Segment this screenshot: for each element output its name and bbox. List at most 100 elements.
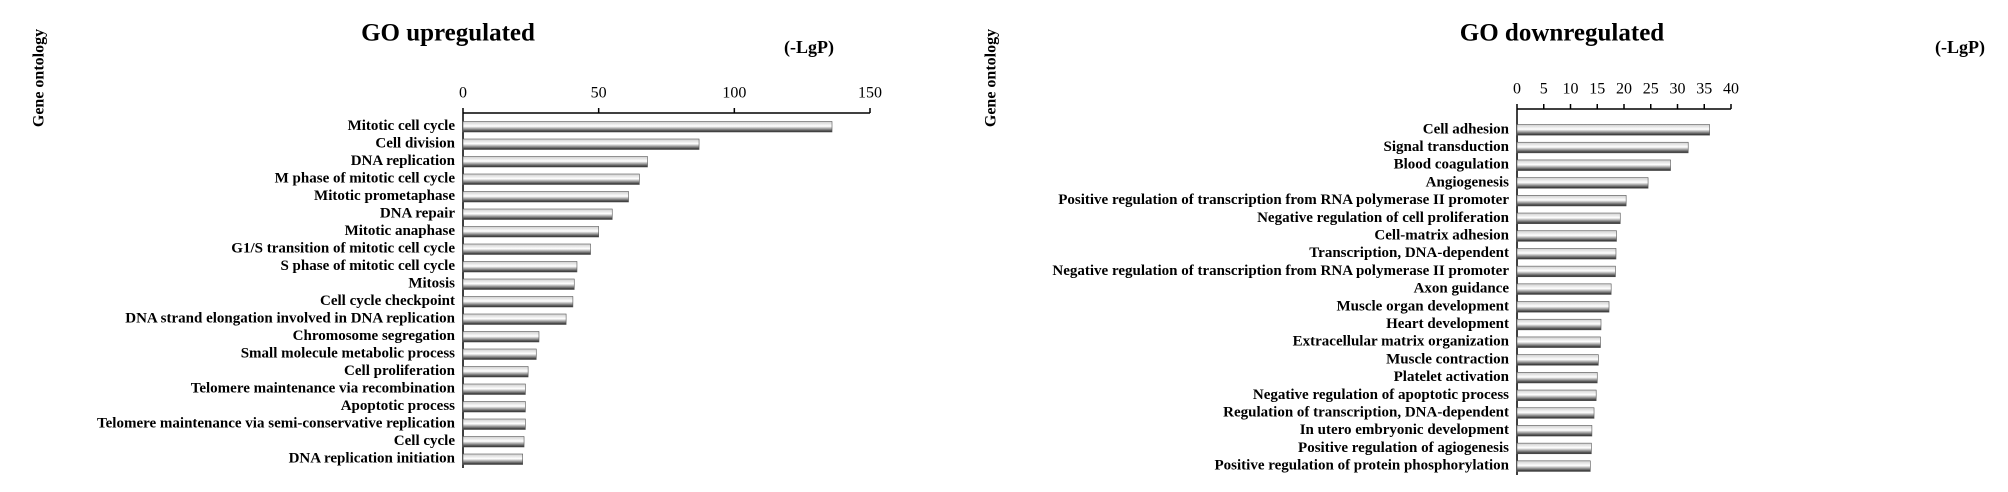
category-label: Cell adhesion: [1423, 121, 1510, 137]
bar: [462, 296, 574, 308]
category-label: Mitosis: [408, 276, 455, 292]
category-label: Platelet activation: [1394, 369, 1510, 385]
bar: [1516, 212, 1621, 224]
x-tick-label: 0: [1513, 81, 1521, 98]
x-tick-label: 0: [459, 85, 467, 102]
bar: [1516, 124, 1710, 136]
bar: [462, 243, 591, 255]
category-label: Positive regulation of agiogenesis: [1298, 440, 1509, 456]
y-axis-label: Gene ontology: [983, 29, 1000, 127]
x-tick-label: 10: [1563, 81, 1579, 98]
bar: [1516, 460, 1591, 472]
x-tick-label: 5: [1540, 81, 1548, 98]
bar: [1516, 442, 1592, 455]
category-label: G1/S transition of mitotic cell cycle: [231, 241, 455, 257]
bar: [1516, 195, 1627, 207]
category-label: Negative regulation of cell proliferatio…: [1257, 210, 1510, 226]
bar: [462, 383, 526, 395]
bar: [462, 436, 525, 448]
category-label: Apoptotic process: [341, 398, 455, 414]
bar: [1516, 372, 1598, 384]
bar: [462, 208, 613, 220]
bar: [462, 121, 833, 133]
bar: [1516, 425, 1593, 437]
category-label: M phase of mitotic cell cycle: [275, 171, 456, 187]
bar: [1516, 354, 1599, 366]
category-label: Positive regulation of protein phosphory…: [1215, 458, 1510, 474]
category-label: Mitotic prometaphase: [314, 188, 455, 204]
category-label: Mitotic anaphase: [345, 223, 456, 239]
bar: [462, 261, 578, 273]
category-label: Small molecule metabolic process: [241, 346, 455, 362]
bar: [462, 331, 540, 343]
category-label: Heart development: [1386, 316, 1509, 332]
bar: [462, 156, 648, 168]
chart-title: GO downregulated: [1460, 20, 1665, 47]
category-label: Regulation of transcription, DNA-depende…: [1223, 404, 1509, 420]
bar: [1516, 389, 1597, 401]
x-tick-label: 35: [1696, 81, 1712, 98]
bar: [1516, 265, 1616, 278]
category-label: In utero embryonic development: [1300, 422, 1509, 438]
category-label: Cell proliferation: [344, 363, 456, 379]
category-label: DNA repair: [380, 206, 455, 222]
bar: [1516, 159, 1671, 171]
category-label: Chromosome segregation: [293, 328, 456, 344]
x-tick-label: 150: [858, 85, 882, 102]
category-label: DNA replication: [351, 153, 456, 169]
category-label: S phase of mitotic cell cycle: [280, 258, 455, 274]
category-label: DNA strand elongation involved in DNA re…: [125, 311, 455, 327]
axis-unit: (-LgP): [1935, 37, 1985, 58]
category-label: Negative regulation of transcription fro…: [1052, 263, 1509, 279]
bar: [462, 191, 629, 203]
bar: [462, 278, 575, 290]
bar: [1516, 141, 1689, 154]
category-label: DNA replication initiation: [289, 451, 456, 467]
bar: [1516, 318, 1602, 331]
bar: [1516, 248, 1617, 260]
bar: [1516, 283, 1612, 295]
category-label: Angiogenesis: [1426, 174, 1510, 190]
x-tick-label: 15: [1589, 81, 1605, 98]
category-label: Cell-matrix adhesion: [1374, 227, 1509, 243]
bar: [1516, 177, 1649, 189]
bar: [462, 173, 640, 185]
x-tick-label: 30: [1670, 81, 1686, 98]
bar: [1516, 336, 1601, 348]
category-label: Transcription, DNA-dependent: [1309, 245, 1509, 261]
category-label: Blood coagulation: [1394, 157, 1510, 173]
category-label: Signal transduction: [1384, 139, 1510, 155]
bar: [462, 226, 599, 238]
category-label: Negative regulation of apoptotic process: [1253, 387, 1509, 403]
category-label: Telomere maintenance via recombination: [191, 381, 456, 397]
chart-title: GO upregulated: [361, 20, 535, 47]
bar: [1516, 230, 1617, 242]
category-label: Telomere maintenance via semi-conservati…: [97, 416, 456, 432]
axis-unit: (-LgP): [784, 37, 834, 58]
x-tick-label: 25: [1643, 81, 1659, 98]
bar: [462, 418, 526, 430]
category-label: Cell cycle checkpoint: [320, 293, 455, 309]
x-tick-label: 100: [722, 85, 746, 102]
category-label: Extracellular matrix organization: [1293, 334, 1510, 350]
bar: [462, 366, 529, 378]
bar: [462, 138, 700, 150]
category-label: Mitotic cell cycle: [348, 118, 456, 134]
x-tick-label: 20: [1616, 81, 1632, 98]
category-label: Muscle contraction: [1386, 351, 1510, 367]
bar: [462, 313, 567, 325]
category-label: Cell cycle: [394, 433, 456, 449]
category-label: Positive regulation of transcription fro…: [1058, 192, 1509, 208]
x-tick-label: 40: [1723, 81, 1739, 98]
x-tick-label: 50: [591, 85, 607, 102]
category-label: Cell division: [375, 136, 455, 152]
category-label: Axon guidance: [1414, 281, 1510, 297]
bar: [462, 453, 523, 465]
bar: [1516, 407, 1595, 419]
bar: [462, 401, 526, 413]
bar: [462, 348, 537, 360]
category-label: Muscle organ development: [1337, 298, 1509, 314]
y-axis-label: Gene ontology: [31, 29, 48, 127]
bar: [1516, 301, 1610, 313]
